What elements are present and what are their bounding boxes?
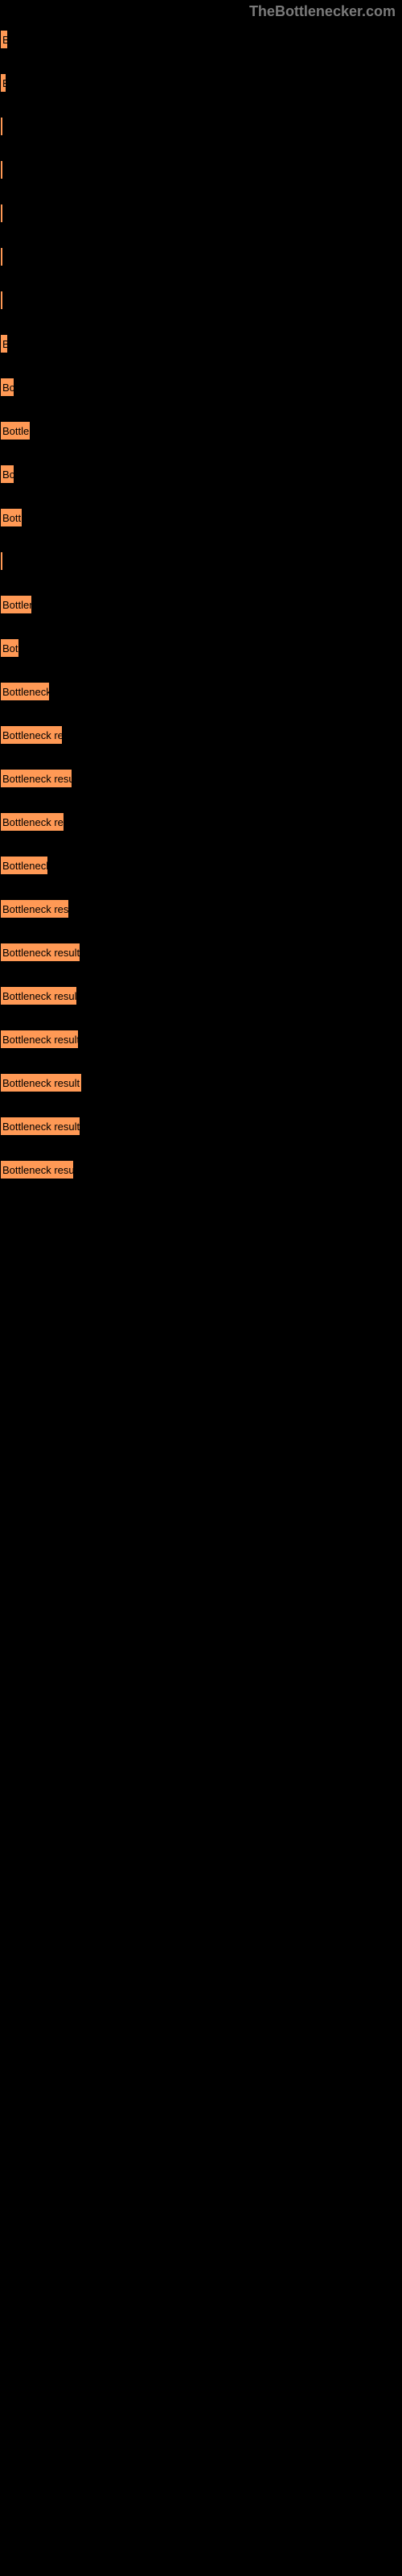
bar-label: Bottleneck re (2, 729, 63, 741)
bar-label: Bottleneck resul (2, 990, 77, 1002)
bar-row (0, 160, 402, 180)
bar: Bottlen (0, 595, 32, 614)
bar-row: Bottleneck (0, 682, 402, 701)
bar-row: Bottleneck res (0, 899, 402, 919)
bar: Bottler (0, 421, 31, 440)
bar-label: B (2, 77, 6, 89)
bar-label: Bottleneck (2, 860, 48, 872)
bar-row: Bottler (0, 421, 402, 440)
bar: Bo (0, 464, 14, 484)
bar-row: Bo (0, 378, 402, 397)
bar: Bottleneck resu (0, 1160, 74, 1179)
bar: Bottleneck (0, 682, 50, 701)
bar-label: Bottleneck resu (2, 773, 72, 785)
bar-row: Bottleneck resu (0, 769, 402, 788)
bar-row: Bo (0, 464, 402, 484)
bar-label: Bo (2, 382, 14, 394)
bar: B (0, 73, 6, 93)
site-name: TheBottlenecker.com (249, 3, 396, 19)
bar-label: Bottleneck result (2, 1034, 79, 1046)
bar (0, 117, 3, 136)
bar: Bot (0, 638, 19, 658)
bar-row: Bot (0, 638, 402, 658)
bar-row: Bottleneck result (0, 1117, 402, 1136)
bar-label: Bottleneck result (2, 1077, 80, 1089)
bar-row: Bottleneck re (0, 725, 402, 745)
bar: Bottleneck result (0, 1117, 80, 1136)
bar-label: Bottleneck resu (2, 1164, 74, 1176)
header: TheBottlenecker.com (0, 0, 402, 23)
bar: Bottleneck res (0, 899, 69, 919)
bar: Bottleneck re (0, 812, 64, 832)
bar-label: Bottleneck result (2, 1121, 80, 1133)
bar-row: Bottleneck result (0, 1030, 402, 1049)
bar-row: Bottleneck result (0, 943, 402, 962)
bar-row (0, 291, 402, 310)
bar-row: Bottleneck resu (0, 1160, 402, 1179)
bar-row (0, 551, 402, 571)
bar-row: Bottleneck re (0, 812, 402, 832)
bar-row: B (0, 334, 402, 353)
bar: Bottleneck result (0, 1073, 82, 1092)
bar-row (0, 247, 402, 266)
bar-row: Bottlen (0, 595, 402, 614)
bar-row: Bottleneck (0, 856, 402, 875)
bar-row: Bottleneck result (0, 1073, 402, 1092)
bar: Bottleneck re (0, 725, 63, 745)
bar-label: Bottleneck (2, 686, 50, 698)
bar-label: Bottleneck res (2, 903, 68, 915)
bar: B (0, 30, 8, 49)
bar (0, 204, 3, 223)
bar-row (0, 204, 402, 223)
bar: Bottl (0, 508, 23, 527)
bar: Bottleneck (0, 856, 48, 875)
bar-row (0, 117, 402, 136)
bar-label: Bottl (2, 512, 23, 524)
bar: B (0, 334, 8, 353)
bar (0, 247, 3, 266)
bar-row: Bottl (0, 508, 402, 527)
bar-label: B (2, 338, 8, 350)
bar-label: Bottleneck re (2, 816, 64, 828)
bar (0, 291, 3, 310)
bar: Bottleneck resul (0, 986, 77, 1005)
bar: Bottleneck result (0, 1030, 79, 1049)
bar (0, 160, 3, 180)
bar: Bottleneck resu (0, 769, 72, 788)
bar-label: Bottleneck result (2, 947, 80, 959)
bar-row: B (0, 73, 402, 93)
bar (0, 551, 3, 571)
bar-label: B (2, 34, 8, 46)
bar: Bottleneck result (0, 943, 80, 962)
bar-row: B (0, 30, 402, 49)
bar: Bo (0, 378, 14, 397)
bar-label: Bot (2, 642, 18, 654)
bar-label: Bottler (2, 425, 31, 437)
bar-label: Bo (2, 469, 14, 481)
bar-label: Bottlen (2, 599, 32, 611)
bar-row: Bottleneck resul (0, 986, 402, 1005)
bar-chart: B B B Bo Bottler Bo Bottl Bottlen Bot Bottleneck B… (0, 23, 402, 1210)
